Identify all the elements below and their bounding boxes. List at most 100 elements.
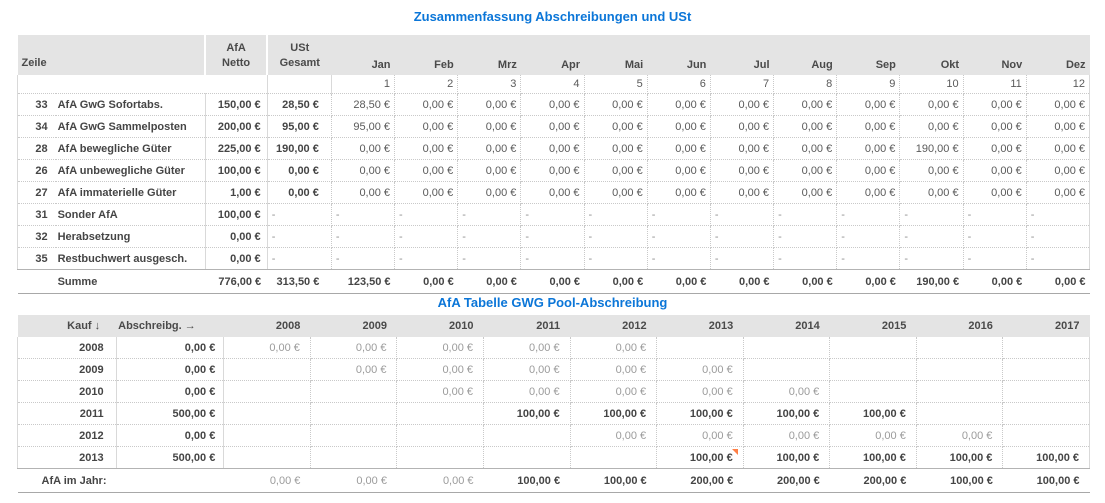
year-value-cell[interactable]	[1002, 358, 1090, 381]
month-value-cell[interactable]: 0,00 €	[773, 115, 838, 138]
summe-month-cell[interactable]: 0,00 €	[1026, 269, 1090, 294]
month-value-cell[interactable]: -	[520, 203, 585, 226]
ust-gesamt-cell[interactable]: -	[267, 247, 332, 270]
year-total-cell[interactable]: 0,00 €	[396, 468, 484, 493]
month-value-cell[interactable]: -	[1026, 247, 1091, 270]
month-value-cell[interactable]: 0,00 €	[647, 93, 711, 116]
year-value-cell[interactable]	[223, 446, 311, 469]
row-label-cell[interactable]: AfA unbewegliche Güter	[55, 159, 206, 182]
month-header-cell[interactable]: Jul	[710, 35, 774, 75]
row-number-cell[interactable]: 32	[16, 225, 56, 248]
month-value-cell[interactable]: 0,00 €	[457, 159, 522, 182]
month-value-cell[interactable]: 0,00 €	[1026, 93, 1091, 116]
year-total-cell[interactable]: 100,00 €	[483, 468, 571, 493]
month-value-cell[interactable]: 0,00 €	[1026, 181, 1091, 204]
month-value-cell[interactable]: -	[899, 247, 964, 270]
year-header-cell[interactable]: 2010	[396, 315, 484, 337]
afa-netto-cell[interactable]: 0,00 €	[205, 247, 268, 270]
month-value-cell[interactable]: 0,00 €	[836, 181, 901, 204]
year-header-cell[interactable]: 2008	[223, 315, 311, 337]
comment-indicator[interactable]	[731, 449, 738, 455]
year-value-cell[interactable]	[396, 424, 485, 447]
month-value-cell[interactable]: 0,00 €	[899, 159, 964, 182]
month-number-cell[interactable]: 4	[520, 75, 585, 94]
ust-gesamt-cell[interactable]: -	[267, 203, 332, 226]
row-label-cell[interactable]: AfA GwG Sofortabs.	[55, 93, 206, 116]
year-value-cell[interactable]: 100,00 €	[916, 446, 1004, 469]
summe-month-cell[interactable]: 0,00 €	[963, 269, 1027, 294]
year-total-cell[interactable]: 100,00 €	[570, 468, 657, 493]
year-value-cell[interactable]: 0,00 €	[743, 424, 831, 447]
month-number-cell[interactable]: 2	[394, 75, 459, 94]
month-value-cell[interactable]: -	[710, 203, 775, 226]
year-value-cell[interactable]	[310, 402, 398, 425]
month-value-cell[interactable]: 0,00 €	[584, 159, 648, 182]
month-value-cell[interactable]: 0,00 €	[710, 159, 775, 182]
year-value-cell[interactable]	[310, 446, 398, 469]
summe-month-cell[interactable]: 0,00 €	[773, 269, 837, 294]
row-number-cell[interactable]: 26	[16, 159, 56, 182]
year-value-cell[interactable]: 100,00 €	[1002, 446, 1090, 469]
afa-netto-cell[interactable]: 0,00 €	[205, 225, 268, 248]
month-number-cell[interactable]: 6	[647, 75, 711, 94]
year-value-cell[interactable]: 100,00 €	[570, 402, 658, 425]
month-value-cell[interactable]: -	[331, 247, 396, 270]
month-value-cell[interactable]: 0,00 €	[520, 159, 585, 182]
month-value-cell[interactable]: -	[457, 247, 522, 270]
month-value-cell[interactable]: 0,00 €	[520, 115, 585, 138]
year-value-cell[interactable]	[223, 380, 311, 403]
month-value-cell[interactable]: 0,00 €	[963, 159, 1027, 182]
afa-netto-header-cell[interactable]: AfA Netto	[204, 35, 268, 75]
month-value-cell[interactable]: 0,00 €	[963, 93, 1027, 116]
summe-month-cell[interactable]: 0,00 €	[394, 269, 458, 294]
year-value-cell[interactable]: 0,00 €	[396, 337, 485, 359]
month-value-cell[interactable]: 28,50 €	[331, 93, 396, 116]
month-value-cell[interactable]: 0,00 €	[331, 137, 396, 160]
year-value-cell[interactable]	[1002, 337, 1090, 359]
month-value-cell[interactable]: -	[584, 203, 648, 226]
month-number-cell[interactable]: 12	[1026, 75, 1091, 94]
month-value-cell[interactable]: -	[836, 203, 901, 226]
zeile-header-cell[interactable]: Zeile	[17, 35, 206, 75]
year-value-cell[interactable]	[916, 337, 1004, 359]
month-number-cell[interactable]: 10	[899, 75, 964, 94]
month-header-cell[interactable]: Apr	[520, 35, 585, 75]
year-value-cell[interactable]: 0,00 €	[570, 358, 658, 381]
year-value-cell[interactable]: 0,00 €	[656, 358, 744, 381]
empty-cell[interactable]	[267, 75, 332, 94]
month-value-cell[interactable]: 0,00 €	[520, 137, 585, 160]
month-value-cell[interactable]: 0,00 €	[647, 115, 711, 138]
abschreibg-value-cell[interactable]: 500,00 €	[116, 402, 225, 425]
kauf-year-cell[interactable]: 2010	[17, 380, 117, 403]
month-value-cell[interactable]: -	[710, 225, 775, 248]
abschreibg-value-cell[interactable]: 0,00 €	[116, 424, 225, 447]
year-total-cell[interactable]: 0,00 €	[223, 468, 311, 493]
month-header-cell[interactable]: Dez	[1026, 35, 1090, 75]
row-label-cell[interactable]: AfA bewegliche Güter	[55, 137, 206, 160]
month-value-cell[interactable]: 0,00 €	[647, 137, 711, 160]
month-value-cell[interactable]: 0,00 €	[647, 181, 711, 204]
row-number-cell[interactable]: 33	[16, 93, 56, 116]
row-number-cell[interactable]: 28	[16, 137, 56, 160]
kauf-year-cell[interactable]: 2008	[17, 337, 117, 359]
month-value-cell[interactable]: -	[331, 225, 396, 248]
year-value-cell[interactable]	[743, 337, 831, 359]
month-value-cell[interactable]: -	[394, 247, 459, 270]
year-value-cell[interactable]: 100,00 €	[656, 402, 744, 425]
month-value-cell[interactable]: 0,00 €	[963, 181, 1027, 204]
month-value-cell[interactable]: -	[647, 225, 711, 248]
year-value-cell[interactable]: 0,00 €	[743, 380, 831, 403]
abschreibg-header-cell[interactable]: Abschreibg. →	[116, 315, 224, 337]
year-value-cell[interactable]: 100,00 €	[656, 446, 744, 469]
row-label-cell[interactable]: Sonder AfA	[55, 203, 206, 226]
month-value-cell[interactable]: 0,00 €	[1026, 115, 1091, 138]
year-value-cell[interactable]: 0,00 €	[570, 337, 658, 359]
month-header-cell[interactable]: Nov	[963, 35, 1027, 75]
year-value-cell[interactable]	[916, 380, 1004, 403]
year-value-cell[interactable]: 0,00 €	[916, 424, 1004, 447]
month-value-cell[interactable]: 0,00 €	[457, 93, 522, 116]
month-value-cell[interactable]: -	[394, 203, 459, 226]
afa-im-jahr-label-cell[interactable]: AfA im Jahr:	[17, 468, 224, 493]
month-value-cell[interactable]: -	[647, 203, 711, 226]
month-value-cell[interactable]: 0,00 €	[520, 181, 585, 204]
